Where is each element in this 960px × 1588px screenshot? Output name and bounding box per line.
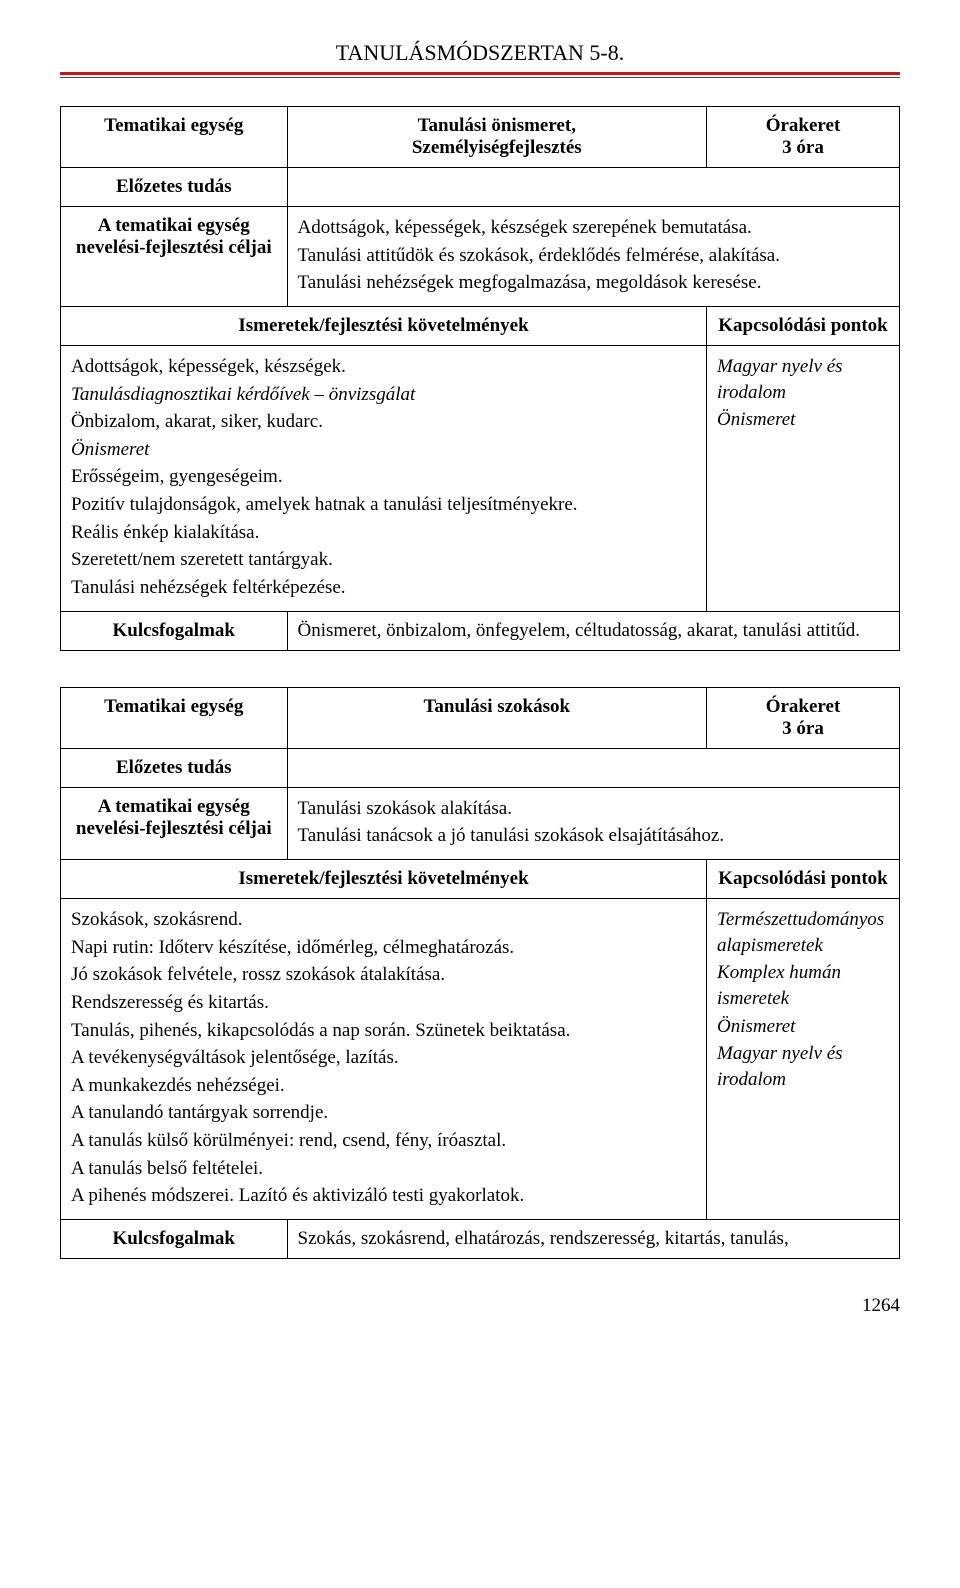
page-number: 1264 — [60, 1295, 900, 1317]
goals-label: A tematikai egység nevelési-fejlesztési … — [61, 207, 288, 307]
req-line: A munkakezdés nehézségei. — [71, 1073, 696, 1099]
prior-knowledge-label: Előzetes tudás — [61, 168, 288, 207]
goals-content: Adottságok, képességek, készségek szerep… — [287, 207, 899, 307]
goal-line: Tanulási attitűdök és szokások, érdeklőd… — [298, 243, 889, 269]
key-concepts-label: Kulcsfogalmak — [61, 611, 288, 650]
prior-knowledge-cell — [287, 748, 899, 787]
thematic-unit-label: Tematikai egység — [61, 107, 288, 168]
req-line: Tanulás, pihenés, kikapcsolódás a nap so… — [71, 1018, 696, 1044]
connections-content: Magyar nyelv és irodalom Önismeret — [707, 345, 900, 611]
req-line: Napi rutin: Időterv készítése, időmérleg… — [71, 935, 696, 961]
thematic-unit-label: Tematikai egység — [61, 687, 288, 748]
prior-knowledge-cell — [287, 168, 899, 207]
req-line: Önismeret — [71, 437, 696, 463]
req-line: Reális énkép kialakítása. — [71, 520, 696, 546]
timeframe-label: Órakeret — [717, 696, 889, 718]
goal-line: Tanulási szokások alakítása. — [298, 796, 889, 822]
req-line: A tanulás belső feltételei. — [71, 1156, 696, 1182]
req-line: Tanulásdiagnosztikai kérdőívek – önvizsg… — [71, 382, 696, 408]
req-line: Erősségeim, gyengeségeim. — [71, 464, 696, 490]
req-line: Pozitív tulajdonságok, amelyek hatnak a … — [71, 492, 696, 518]
timeframe-value: 3 óra — [717, 718, 889, 740]
requirements-header: Ismeretek/fejlesztési követelmények — [61, 859, 707, 898]
timeframe-cell: Órakeret 3 óra — [707, 107, 900, 168]
goal-line: Tanulási tanácsok a jó tanulási szokások… — [298, 823, 889, 849]
req-line: Adottságok, képességek, készségek. — [71, 354, 696, 380]
title-underline — [60, 72, 900, 78]
topic-line1: Tanulási önismeret, — [298, 115, 697, 137]
requirements-content: Szokások, szokásrend. Napi rutin: Időter… — [61, 898, 707, 1219]
connections-content: Természettudományos alapismeretek Komple… — [707, 898, 900, 1219]
req-line: A tanulandó tantárgyak sorrendje. — [71, 1100, 696, 1126]
key-concepts-content: Önismeret, önbizalom, önfegyelem, céltud… — [287, 611, 899, 650]
topic-line2: Személyiségfejlesztés — [298, 137, 697, 159]
thematic-block-2: Tematikai egység Tanulási szokások Órake… — [60, 687, 900, 1259]
req-line: Szokások, szokásrend. — [71, 907, 696, 933]
req-line: A pihenés módszerei. Lazító és aktivizál… — [71, 1183, 696, 1209]
req-line: Jó szokások felvétele, rossz szokások át… — [71, 962, 696, 988]
conn-line: Komplex humán ismeretek — [717, 960, 889, 1011]
connections-header: Kapcsolódási pontok — [707, 859, 900, 898]
req-line: Szeretett/nem szeretett tantárgyak. — [71, 547, 696, 573]
req-line: Önbizalom, akarat, siker, kudarc. — [71, 409, 696, 435]
req-line: A tanulás külső körülményei: rend, csend… — [71, 1128, 696, 1154]
goals-label: A tematikai egység nevelési-fejlesztési … — [61, 787, 288, 859]
key-concepts-content: Szokás, szokásrend, elhatározás, rendsze… — [287, 1220, 899, 1259]
requirements-content: Adottságok, képességek, készségek. Tanul… — [61, 345, 707, 611]
conn-line: Magyar nyelv és irodalom — [717, 1041, 889, 1092]
conn-line: Természettudományos alapismeretek — [717, 907, 889, 958]
timeframe-value: 3 óra — [717, 137, 889, 159]
prior-knowledge-label: Előzetes tudás — [61, 748, 288, 787]
req-line: Tanulási nehézségek feltérképezése. — [71, 575, 696, 601]
goal-line: Tanulási nehézségek megfogalmazása, mego… — [298, 270, 889, 296]
conn-line: Önismeret — [717, 407, 889, 433]
timeframe-cell: Órakeret 3 óra — [707, 687, 900, 748]
page-title: TANULÁSMÓDSZERTAN 5-8. — [60, 40, 900, 66]
key-concepts-label: Kulcsfogalmak — [61, 1220, 288, 1259]
req-line: Rendszeresség és kitartás. — [71, 990, 696, 1016]
conn-line: Magyar nyelv és irodalom — [717, 354, 889, 405]
goal-line: Adottságok, képességek, készségek szerep… — [298, 215, 889, 241]
connections-header: Kapcsolódási pontok — [707, 306, 900, 345]
topic-cell: Tanulási szokások — [287, 687, 707, 748]
topic-cell: Tanulási önismeret, Személyiségfejleszté… — [287, 107, 707, 168]
goals-content: Tanulási szokások alakítása. Tanulási ta… — [287, 787, 899, 859]
timeframe-label: Órakeret — [717, 115, 889, 137]
conn-line: Önismeret — [717, 1014, 889, 1040]
thematic-block-1: Tematikai egység Tanulási önismeret, Sze… — [60, 106, 900, 651]
requirements-header: Ismeretek/fejlesztési követelmények — [61, 306, 707, 345]
req-line: A tevékenységváltások jelentősége, lazít… — [71, 1045, 696, 1071]
